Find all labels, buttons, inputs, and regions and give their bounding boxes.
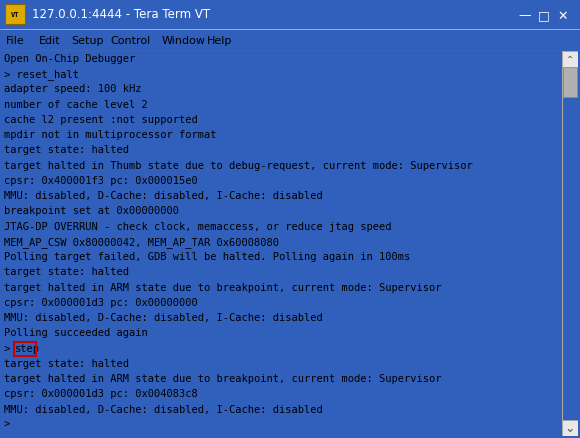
Bar (516, 8, 534, 24)
Text: >: > (4, 343, 16, 353)
Text: MMU: disabled, D-Cache: disabled, I-Cache: disabled: MMU: disabled, D-Cache: disabled, I-Cach… (4, 403, 322, 413)
Text: mpdir not in multiprocessor format: mpdir not in multiprocessor format (4, 130, 216, 140)
Text: MEM_AP_CSW 0x80000042, MEM_AP_TAR 0x60008080: MEM_AP_CSW 0x80000042, MEM_AP_TAR 0x6000… (4, 237, 279, 247)
Text: Polling succeeded again: Polling succeeded again (4, 328, 148, 338)
Text: Control: Control (111, 35, 151, 46)
Text: ⌄: ⌄ (565, 421, 575, 434)
Bar (563, 68, 577, 98)
Text: target state: halted: target state: halted (4, 358, 129, 368)
Bar (562, 420, 578, 436)
Text: cpsr: 0x000001d3 pc: 0x00000000: cpsr: 0x000001d3 pc: 0x00000000 (4, 297, 198, 307)
Text: Polling target failed, GDB will be halted. Polling again in 100ms: Polling target failed, GDB will be halte… (4, 251, 410, 261)
Text: ⌃: ⌃ (566, 55, 574, 65)
Text: breakpoint set at 0x00000000: breakpoint set at 0x00000000 (4, 206, 179, 216)
Text: target state: halted: target state: halted (4, 145, 129, 155)
Text: Open On-Chip Debugger: Open On-Chip Debugger (4, 54, 135, 64)
Text: cpsr: 0x000001d3 pc: 0x004083c8: cpsr: 0x000001d3 pc: 0x004083c8 (4, 389, 198, 399)
Text: JTAG-DP OVERRUN - check clock, memaccess, or reduce jtag speed: JTAG-DP OVERRUN - check clock, memaccess… (4, 221, 392, 231)
Text: Window: Window (162, 35, 206, 46)
Text: MMU: disabled, D-Cache: disabled, I-Cache: disabled: MMU: disabled, D-Cache: disabled, I-Cach… (4, 312, 322, 322)
Bar (535, 8, 553, 24)
Text: cache l2 present :not supported: cache l2 present :not supported (4, 115, 198, 125)
Text: ✕: ✕ (558, 10, 568, 22)
Text: cpsr: 0x400001f3 pc: 0x000015e0: cpsr: 0x400001f3 pc: 0x000015e0 (4, 176, 198, 186)
Text: > reset_halt: > reset_halt (4, 69, 79, 80)
Text: target halted in ARM state due to breakpoint, current mode: Supervisor: target halted in ARM state due to breakp… (4, 282, 441, 292)
Text: target halted in Thumb state due to debug-request, current mode: Supervisor: target halted in Thumb state due to debu… (4, 160, 473, 170)
Text: Edit: Edit (39, 35, 60, 46)
Text: 127.0.0.1:4444 - Tera Term VT: 127.0.0.1:4444 - Tera Term VT (32, 8, 210, 21)
Text: step: step (15, 343, 40, 353)
Text: VT: VT (11, 12, 19, 18)
Text: Help: Help (207, 35, 233, 46)
Text: MMU: disabled, D-Cache: disabled, I-Cache: disabled: MMU: disabled, D-Cache: disabled, I-Cach… (4, 191, 322, 201)
Text: adapter speed: 100 kHz: adapter speed: 100 kHz (4, 84, 142, 94)
Text: target state: halted: target state: halted (4, 267, 129, 277)
Bar (562, 52, 578, 68)
Bar (14, 342, 36, 356)
FancyBboxPatch shape (5, 5, 25, 25)
Text: target halted in ARM state due to breakpoint, current mode: Supervisor: target halted in ARM state due to breakp… (4, 373, 441, 383)
Bar (554, 8, 572, 24)
Text: File: File (6, 35, 25, 46)
Text: □: □ (538, 10, 550, 22)
Text: —: — (519, 10, 531, 22)
Text: >: > (4, 419, 10, 429)
Text: Setup: Setup (71, 35, 104, 46)
Text: number of cache level 2: number of cache level 2 (4, 99, 148, 110)
